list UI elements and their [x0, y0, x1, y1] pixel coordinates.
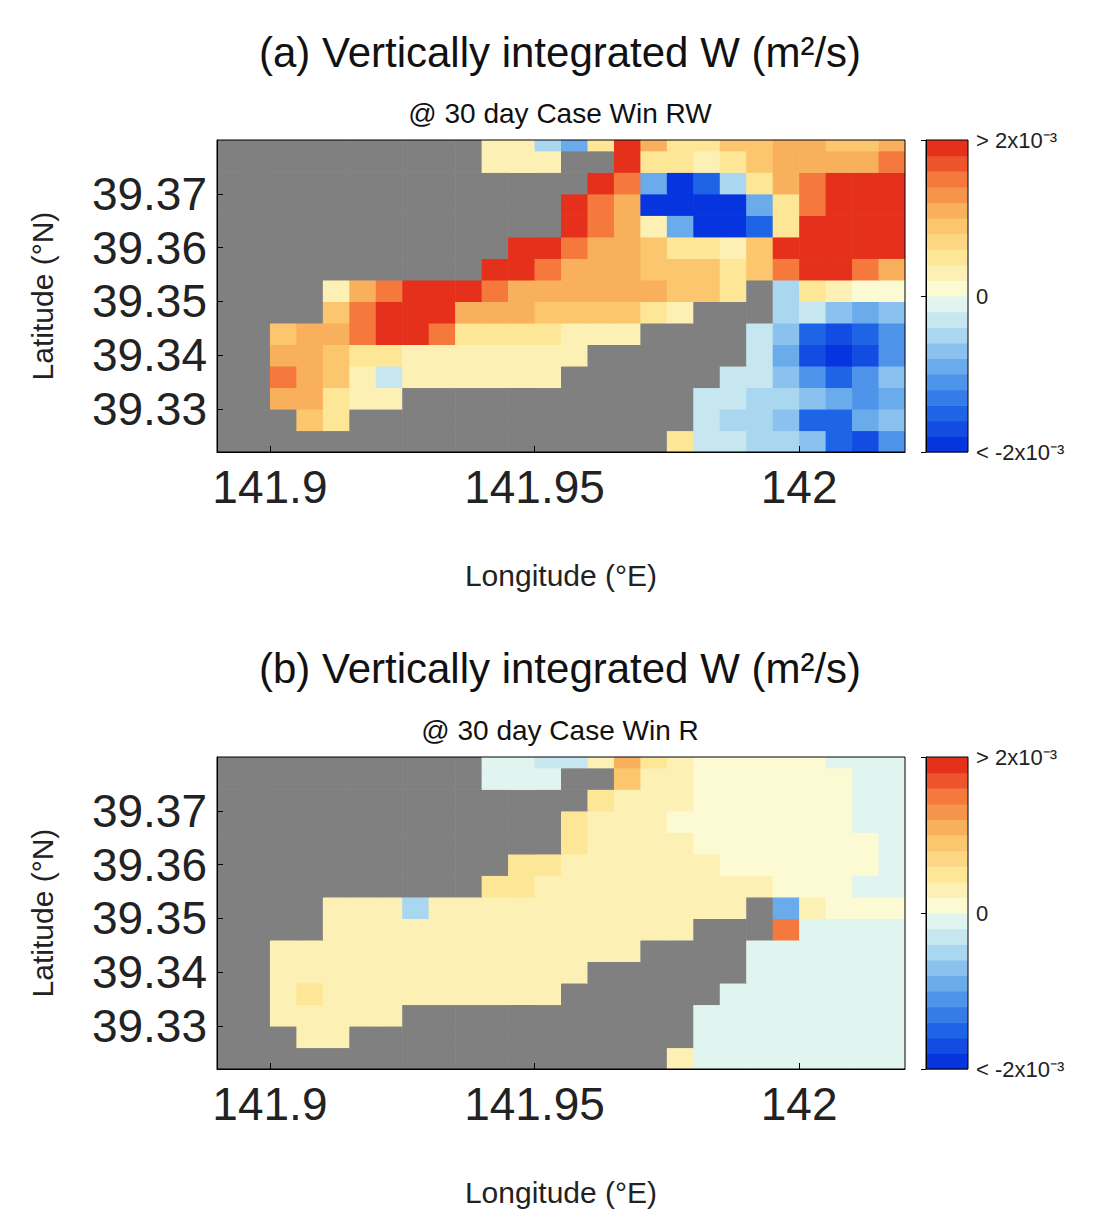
svg-text:0: 0	[976, 901, 988, 926]
svg-text:< -2x10⁻³: < -2x10⁻³	[976, 1057, 1064, 1082]
svg-text:Latitude (°N): Latitude (°N)	[26, 829, 59, 998]
svg-text:(b) Vertically integrated W (m: (b) Vertically integrated W (m²/s)	[259, 645, 861, 692]
svg-text:39.34: 39.34	[92, 329, 207, 381]
svg-text:141.9: 141.9	[212, 1078, 327, 1130]
svg-text:39.36: 39.36	[92, 222, 207, 274]
svg-text:39.36: 39.36	[92, 839, 207, 891]
svg-text:39.33: 39.33	[92, 1000, 207, 1052]
svg-text:< -2x10⁻³: < -2x10⁻³	[976, 440, 1064, 465]
svg-text:39.35: 39.35	[92, 892, 207, 944]
svg-text:(a) Vertically integrated W (m: (a) Vertically integrated W (m²/s)	[259, 29, 861, 76]
svg-text:@ 30 day Case Win R: @ 30 day Case Win R	[421, 715, 698, 746]
svg-text:141.95: 141.95	[464, 1078, 605, 1130]
svg-text:141.95: 141.95	[464, 461, 605, 513]
svg-text:141.9: 141.9	[212, 461, 327, 513]
svg-text:Latitude (°N): Latitude (°N)	[26, 212, 59, 381]
svg-text:Longitude (°E): Longitude (°E)	[465, 1176, 657, 1209]
svg-text:39.35: 39.35	[92, 275, 207, 327]
svg-text:39.37: 39.37	[92, 785, 207, 837]
svg-text:> 2x10⁻³: > 2x10⁻³	[976, 128, 1057, 153]
svg-text:39.34: 39.34	[92, 946, 207, 998]
svg-text:142: 142	[761, 1078, 838, 1130]
svg-text:> 2x10⁻³: > 2x10⁻³	[976, 745, 1057, 770]
svg-text:0: 0	[976, 284, 988, 309]
svg-text:Longitude (°E): Longitude (°E)	[465, 559, 657, 592]
svg-text:@ 30 day Case Win RW: @ 30 day Case Win RW	[408, 98, 712, 129]
svg-text:39.33: 39.33	[92, 383, 207, 435]
svg-text:39.37: 39.37	[92, 168, 207, 220]
svg-text:142: 142	[761, 461, 838, 513]
